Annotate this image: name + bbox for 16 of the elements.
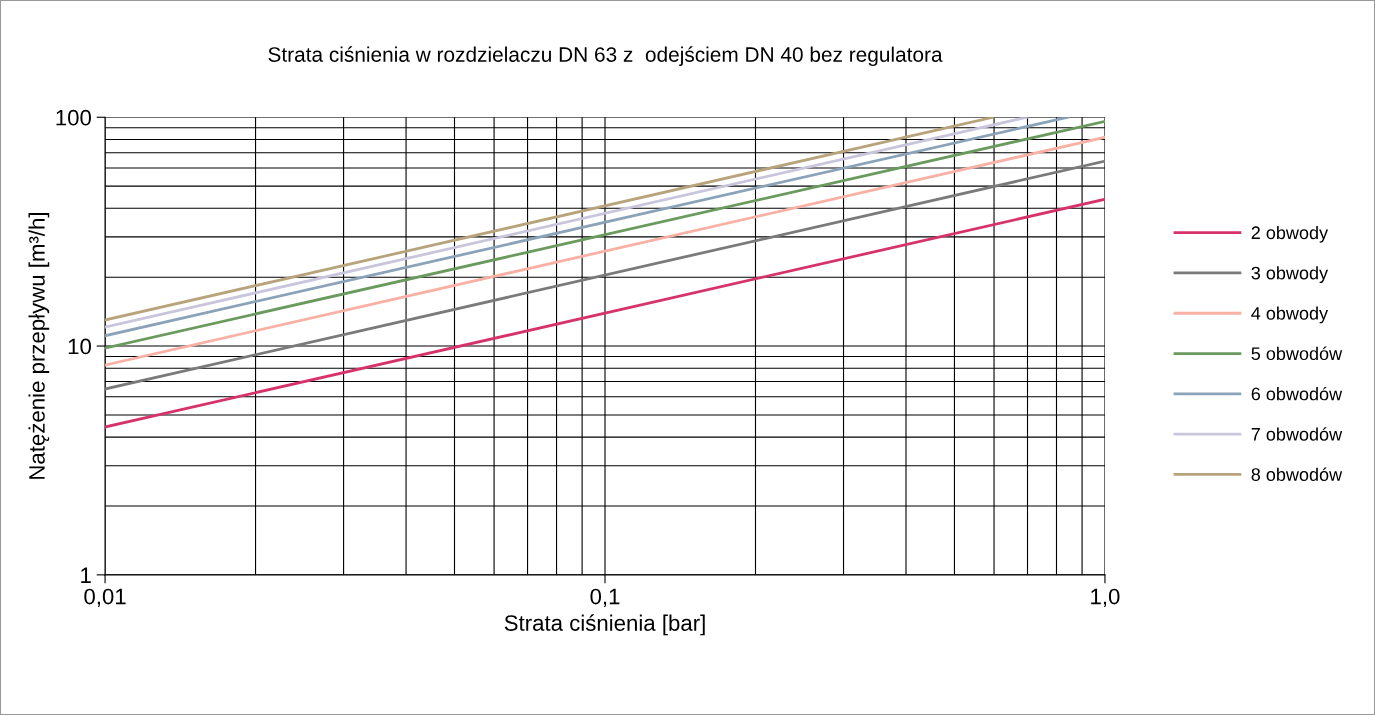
legend-label: 4 obwody	[1251, 306, 1329, 324]
legend-label: 7 obwodów	[1251, 427, 1343, 441]
x-tick-label: 1,0	[1091, 588, 1120, 607]
y-tick-label: 1	[81, 567, 91, 583]
y-tick-label: 10	[68, 338, 91, 355]
legend-label: 3 obwody	[1251, 266, 1329, 284]
chart-title: Strata ciśnienia w rozdzielaczu DN 63 z odejściem DN 40 bez regulatora	[268, 46, 943, 67]
legend-label: 5 obwodów	[1251, 346, 1343, 361]
x-tick-label: 0,01	[84, 588, 126, 607]
y-axis-title: Natężenie przepływu [m³/h]	[28, 213, 50, 479]
y-tick-label: 100	[56, 109, 91, 126]
x-tick-label: 0,1	[590, 588, 620, 607]
x-axis-title: Strata ciśnienia [bar]	[504, 614, 705, 636]
legend-label: 6 obwodów	[1251, 386, 1343, 401]
legend-label: 2 obwody	[1251, 225, 1329, 243]
legend-label: 8 obwodów	[1251, 467, 1343, 481]
